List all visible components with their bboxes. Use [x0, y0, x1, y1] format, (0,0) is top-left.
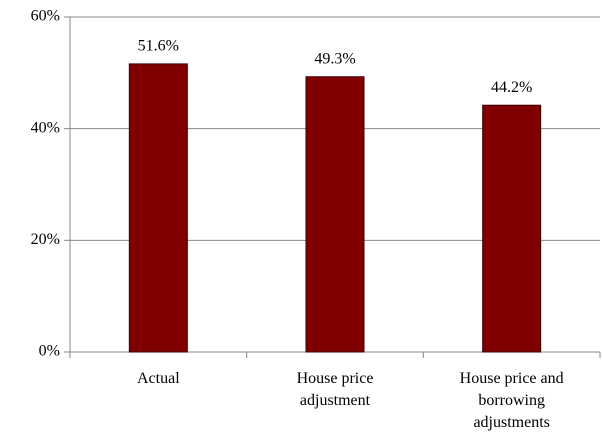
bar — [128, 63, 188, 353]
bar — [305, 76, 365, 353]
x-tick-label: Actual — [137, 370, 180, 387]
value-label: 44.2% — [491, 79, 532, 96]
value-label: 51.6% — [138, 38, 179, 55]
x-tick-label: House price adjustment — [297, 370, 374, 409]
bar — [482, 104, 542, 353]
value-label: 49.3% — [314, 50, 355, 67]
y-tick-label: 40% — [31, 119, 60, 136]
x-tick-label: House price and borrowing adjustments — [460, 370, 564, 431]
y-tick-label: 60% — [31, 8, 60, 25]
y-tick-label: 20% — [31, 231, 60, 248]
y-tick-label: 0% — [39, 343, 60, 360]
